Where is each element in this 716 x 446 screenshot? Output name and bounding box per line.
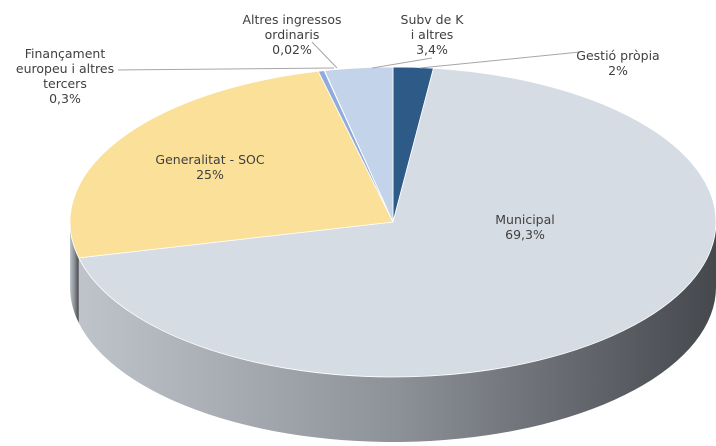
category-label: Finançament europeu i altres tercers [15,46,115,91]
pie-slice [78,67,716,378]
slice-label: Finançament europeu i altres tercers 0,3% [5,46,125,106]
slice-label: Municipal 69,3% [470,212,580,242]
leader-line [311,41,338,69]
slice-label: Altres ingressos ordinaris 0,02% [227,12,357,57]
slice-label: Generalitat - SOC 25% [135,152,285,182]
leader-lines [117,41,581,71]
slice-label: Gestió pròpia 2% [563,48,673,78]
leader-line [419,51,581,69]
value-label: 0,3% [49,91,81,106]
value-label: 2% [608,63,628,78]
pie-side [70,222,79,323]
category-label: Gestió pròpia [576,48,660,63]
pie-side [78,222,716,442]
leader-line [371,57,433,69]
category-label: Generalitat - SOC [155,152,265,167]
value-label: 3,4% [416,42,448,57]
slice-label: Subv de K i altres 3,4% [397,12,467,57]
value-label: 0,02% [272,42,312,57]
value-label: 69,3% [505,227,545,242]
leader-line [117,67,335,71]
pie-slice [323,66,394,223]
category-label: Subv de K i altres [400,12,464,42]
pie-slice [69,70,394,259]
value-label: 25% [196,167,224,182]
category-label: Altres ingressos ordinaris [242,12,342,42]
category-label: Municipal [495,212,555,227]
